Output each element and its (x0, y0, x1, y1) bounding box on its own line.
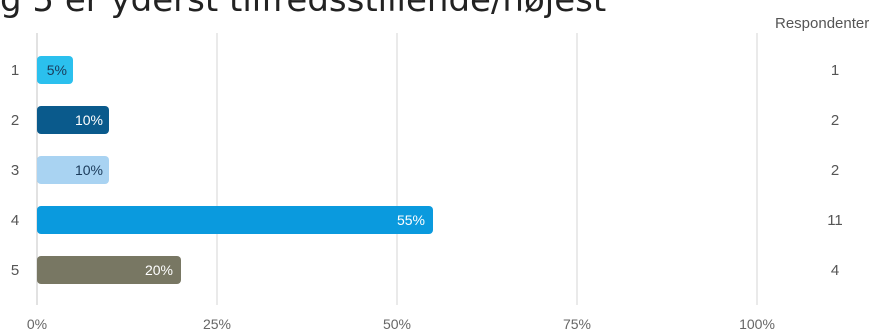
respondent-count: 1 (831, 62, 839, 79)
x-tick-label: 25% (203, 316, 231, 331)
bar (37, 206, 433, 234)
bar (37, 256, 181, 284)
respondents-column-header: Respondenter (775, 15, 870, 32)
respondent-count: 11 (827, 212, 843, 229)
data-label: 10% (75, 112, 103, 128)
x-tick-label: 50% (383, 316, 411, 331)
category-label: 2 (11, 112, 19, 129)
data-label: 55% (397, 212, 425, 228)
respondent-count: 2 (831, 162, 839, 179)
bar (37, 56, 73, 84)
category-label: 1 (11, 62, 19, 79)
respondent-count: 4 (831, 262, 839, 279)
data-label: 20% (145, 262, 173, 278)
chart-title: g 5 er yderst tilfredsstillende/højest (0, 0, 607, 20)
category-label: 4 (11, 212, 19, 229)
bar (37, 156, 109, 184)
respondent-count: 2 (831, 112, 839, 129)
data-label: 5% (47, 62, 67, 78)
category-label: 3 (11, 162, 19, 179)
x-tick-label: 75% (563, 316, 591, 331)
x-tick-label: 100% (739, 316, 775, 331)
bar (37, 106, 109, 134)
x-tick-label: 0% (27, 316, 47, 331)
category-label: 5 (11, 262, 19, 279)
data-label: 10% (75, 162, 103, 178)
